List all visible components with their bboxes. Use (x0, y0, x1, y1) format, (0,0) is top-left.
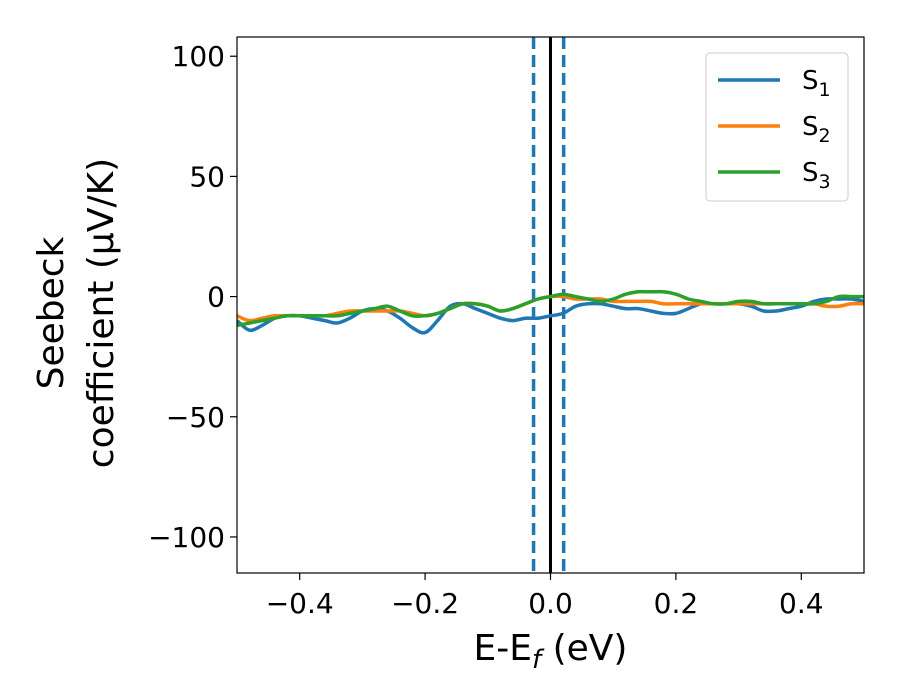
series-line-s1 (237, 297, 864, 335)
legend-label-base: S (802, 158, 819, 188)
legend-label-subscript: 3 (819, 171, 831, 193)
x-tick-label: 0.2 (654, 587, 699, 620)
x-tick-label: 0.4 (779, 587, 824, 620)
x-axis-label-tail: (eV) (541, 628, 627, 669)
x-axis-label-main: E-E (474, 628, 532, 669)
y-tick-label: 100 (172, 40, 225, 73)
y-tick-label: 0 (207, 281, 225, 314)
x-axis-label: E-Ef (eV) (474, 628, 628, 675)
y-tick-label: −100 (148, 521, 225, 554)
legend-label-s1: S1 (802, 66, 831, 101)
legend-label-s2: S2 (802, 112, 831, 147)
y-axis-label-line1: Seebeck (31, 236, 72, 389)
legend-label-subscript: 1 (819, 79, 831, 101)
x-axis-ticks: −0.4 −0.2 0.0 0.2 0.4 (266, 573, 824, 620)
y-axis-ticks: 100 50 0 −50 −100 (148, 40, 237, 554)
x-tick-label: −0.2 (391, 587, 459, 620)
legend-label-base: S (802, 66, 819, 96)
series-line-s3 (237, 289, 864, 328)
x-tick-label: −0.4 (266, 587, 334, 620)
y-tick-label: −50 (166, 401, 225, 434)
y-tick-label: 50 (189, 160, 225, 193)
legend-label-subscript: 2 (819, 125, 831, 147)
legend-label-base: S (802, 112, 819, 142)
x-tick-label: 0.0 (528, 587, 573, 620)
y-axis-label-line2: coefficient (μV/K) (81, 158, 122, 468)
series-lines (237, 289, 864, 335)
vertical-reference-lines (531, 37, 566, 573)
legend-label-s3: S3 (802, 158, 831, 193)
